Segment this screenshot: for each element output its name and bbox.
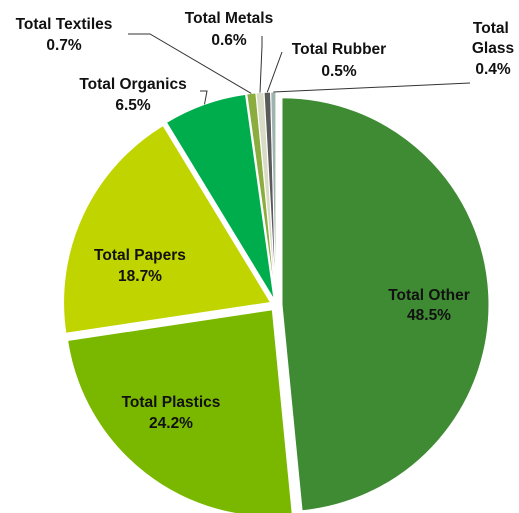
slice-total-organics <box>165 93 275 300</box>
label-total-glass-value: 0.4% <box>475 61 511 78</box>
slice-total-plastics <box>67 309 293 513</box>
label-total-papers-value: 18.7% <box>118 268 162 285</box>
label-total-papers-name: Total Papers <box>94 247 186 264</box>
label-total-textiles-value: 0.7% <box>46 37 82 54</box>
label-total-organics-value: 6.5% <box>115 97 151 114</box>
leader-total-glass <box>273 82 471 93</box>
label-total-rubber-value: 0.5% <box>321 63 357 80</box>
label-total-glass-name: Total Glass <box>472 20 514 57</box>
slice-total-other <box>281 97 490 512</box>
label-total-textiles-name: Total Textiles <box>16 16 113 33</box>
leader-total-organics <box>200 90 208 105</box>
pie-slices <box>63 91 490 513</box>
slice-total-papers <box>63 124 272 334</box>
label-total-organics-name: Total Organics <box>79 76 186 93</box>
label-total-glass-name-line1: Total <box>473 20 509 37</box>
leader-total-textiles <box>128 33 252 94</box>
leader-lines <box>128 33 471 105</box>
label-total-glass-name-line2: Glass <box>472 40 514 57</box>
label-total-metals-name: Total Metals <box>185 10 273 27</box>
label-total-metals-value: 0.6% <box>211 32 247 49</box>
leader-total-rubber <box>266 51 283 93</box>
label-total-other-value: 48.5% <box>407 307 451 324</box>
label-total-rubber-name: Total Rubber <box>292 41 386 58</box>
label-total-other-name: Total Other <box>388 287 470 304</box>
label-total-plastics-value: 24.2% <box>149 415 193 432</box>
leader-total-metals <box>259 36 263 93</box>
label-total-plastics-name: Total Plastics <box>122 394 221 411</box>
